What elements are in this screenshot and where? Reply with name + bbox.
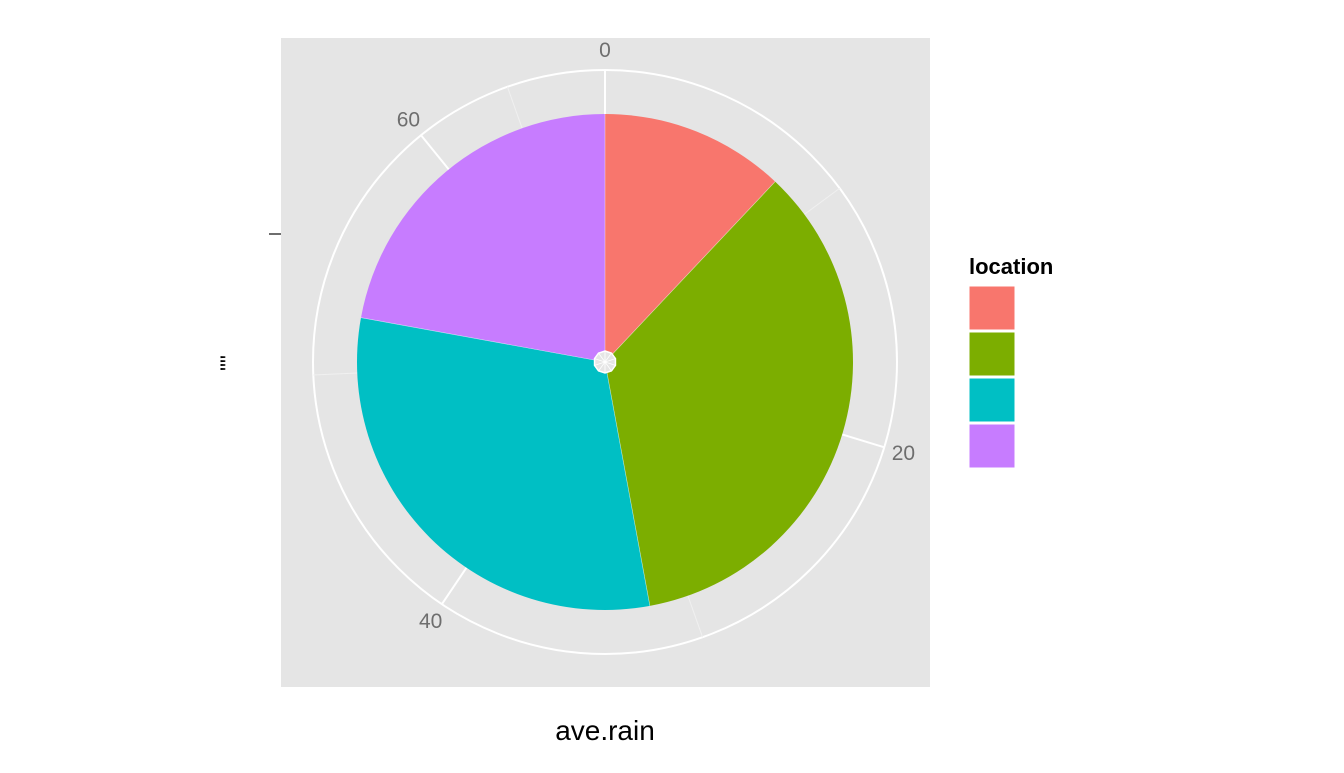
center-spoke: [604, 358, 616, 363]
legend: [968, 285, 1016, 469]
center-spoke: [598, 352, 606, 363]
x-axis-title: ave.rain: [555, 715, 655, 746]
legend-key-4: [968, 423, 1016, 469]
pie-slice-1: [605, 114, 776, 362]
center-spoke: [594, 358, 606, 363]
center-spoke: [604, 361, 612, 372]
slice-separator: [604, 181, 776, 363]
slice-separator: [360, 317, 606, 363]
slice-separator: [604, 361, 651, 606]
tick-label: 60: [397, 109, 420, 132]
slice-layer: [357, 114, 854, 610]
pie-slice-2: [605, 181, 854, 606]
pie-slice-3: [357, 317, 650, 610]
legend-key-3: [968, 377, 1016, 423]
tick-layer: 0 20 40 60: [397, 39, 915, 633]
tick-label: 20: [892, 442, 915, 465]
center-spoke: [598, 361, 606, 372]
center-spoke: [604, 361, 616, 366]
tick-label: 40: [419, 610, 442, 633]
center-spoke: [604, 352, 612, 363]
center-spoke: [594, 361, 606, 366]
legend-key-1: [968, 285, 1016, 331]
y-axis-title: "": [216, 355, 241, 371]
legend-key-2: [968, 331, 1016, 377]
pie-slice-4: [360, 114, 605, 362]
tick-label: 0: [599, 39, 611, 62]
legend-title: location: [969, 254, 1053, 279]
